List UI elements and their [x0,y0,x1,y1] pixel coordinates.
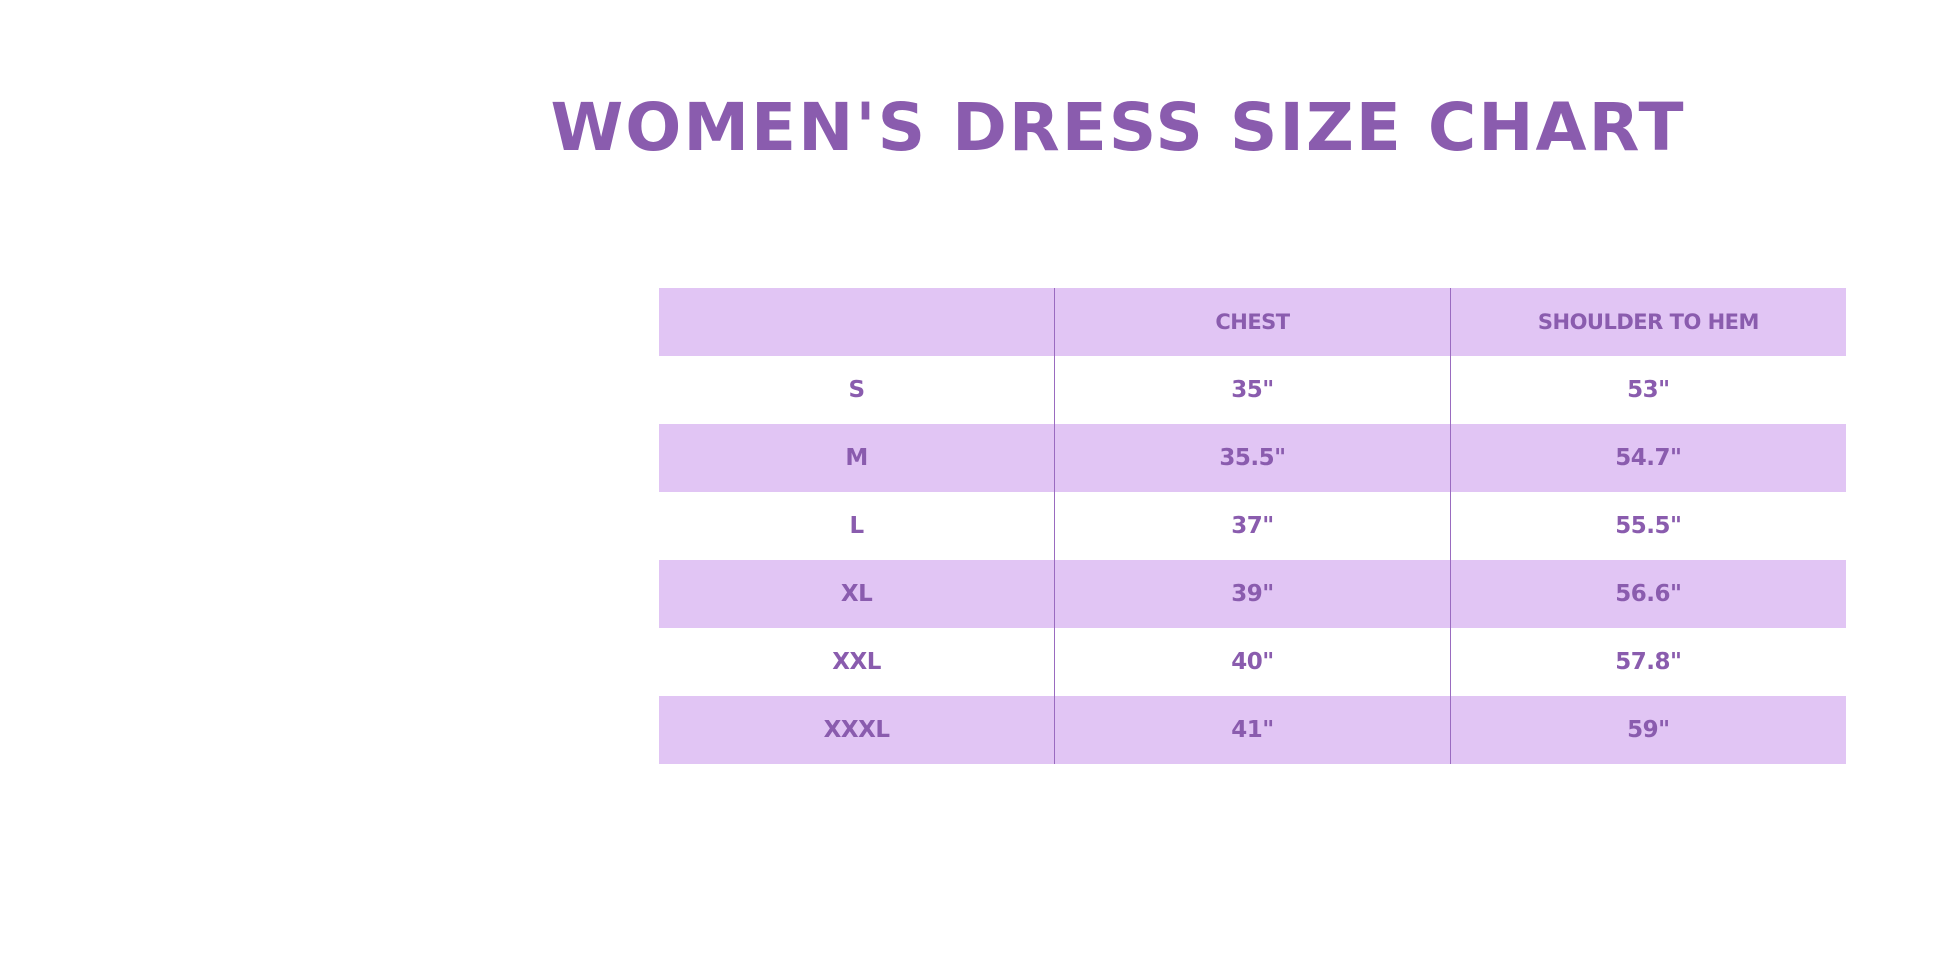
table-row: L 37" 55.5" [659,492,1846,560]
cell-chest: 40" [1054,628,1451,696]
cell-shoulder-to-hem: 56.6" [1449,560,1846,628]
cell-size: M [659,424,1055,492]
header-shoulder-to-hem: SHOULDER TO HEM [1449,288,1846,356]
cell-size: XXL [832,649,881,675]
table-row: XXXL 41" 59" [659,696,1846,764]
table-row: S 35" 53" [659,356,1846,424]
header-chest: CHEST [1054,288,1451,356]
header-size [659,288,1055,356]
table-row: M 35.5" 54.7" [659,424,1846,492]
cell-size: XXXL [659,696,1055,764]
cell-size: S [848,377,866,403]
cell-chest: 39" [1054,560,1451,628]
table-row: XXL 40" 57.8" [659,628,1846,696]
page-title: WOMEN'S DRESS SIZE CHART [550,89,1686,166]
table-header-row: CHEST SHOULDER TO HEM [659,288,1846,356]
cell-shoulder-to-hem: 53" [1449,356,1846,424]
size-chart-table: CHEST SHOULDER TO HEM S 35" 53" M 35.5" 54.7"… [659,288,1846,764]
cell-chest: 35" [1054,356,1451,424]
cell-chest: 37" [1054,492,1451,560]
table-row: XL 39" 56.6" [659,560,1846,628]
cell-shoulder-to-hem: 57.8" [1449,628,1846,696]
cell-chest: 41" [1054,696,1451,764]
cell-size: L [849,513,865,539]
cell-shoulder-to-hem: 55.5" [1449,492,1846,560]
cell-chest: 35.5" [1054,424,1451,492]
cell-size: XL [659,560,1055,628]
cell-shoulder-to-hem: 54.7" [1449,424,1846,492]
cell-shoulder-to-hem: 59" [1449,696,1846,764]
